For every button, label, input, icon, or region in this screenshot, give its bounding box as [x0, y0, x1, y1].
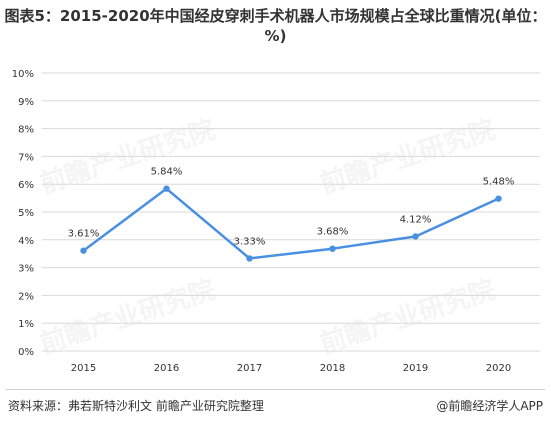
source-note: 资料来源：弗若斯特沙利文 前瞻产业研究院整理 — [8, 399, 264, 413]
x-tick-label: 2016 — [154, 363, 179, 374]
data-labels: 3.61% 5.84% 3.33% 3.68% 4.12% 5.48% — [68, 167, 515, 248]
x-tick-label: 2017 — [237, 363, 262, 374]
watermark-text: 前瞻产业研究院 — [36, 274, 219, 360]
chart-title: 图表5：2015-2020年中国经皮穿刺手术机器人市场规模占全球比重情况(单位：… — [4, 7, 547, 45]
data-point — [163, 185, 170, 192]
y-tick-label: 6% — [18, 180, 34, 191]
y-tick-label: 0% — [18, 347, 34, 358]
data-label: 3.61% — [68, 229, 100, 240]
y-tick-label: 7% — [18, 152, 34, 163]
x-tick-label: 2015 — [71, 363, 96, 374]
data-point — [246, 255, 253, 262]
x-axis: 2015 2016 2017 2018 2019 2020 — [71, 363, 511, 374]
watermark-text: 前瞻产业研究院 — [316, 114, 499, 200]
footer-divider — [6, 389, 545, 390]
y-tick-label: 5% — [18, 208, 34, 219]
data-point — [329, 245, 336, 252]
data-label: 4.12% — [400, 214, 432, 225]
y-tick-label: 3% — [18, 264, 34, 275]
data-label: 3.68% — [317, 227, 349, 238]
watermark-text: 前瞻产业研究院 — [316, 274, 499, 360]
y-tick-label: 1% — [18, 319, 34, 330]
data-point — [412, 233, 419, 240]
series-line — [82, 187, 500, 260]
y-tick-label: 10% — [12, 69, 34, 80]
series-layer — [80, 185, 502, 262]
brand-credit: @前瞻经济学人APP — [436, 399, 543, 413]
y-axis: 0% 1% 2% 3% 4% 5% 6% 7% 8% 9% 10% — [12, 69, 34, 358]
data-label: 5.84% — [151, 167, 183, 178]
x-tick-label: 2019 — [403, 363, 428, 374]
y-tick-label: 4% — [18, 236, 34, 247]
gridlines — [42, 72, 540, 352]
chart-area: 前瞻产业研究院 前瞻产业研究院 前瞻产业研究院 前瞻产业研究院 0% 1% 2% 3% 4% 5… — [0, 55, 551, 385]
watermark-text: 前瞻产业研究院 — [36, 114, 219, 200]
y-tick-label: 8% — [18, 125, 34, 136]
data-point — [495, 195, 502, 202]
data-label: 5.48% — [483, 177, 515, 188]
x-tick-label: 2020 — [486, 363, 511, 374]
x-tick-label: 2018 — [320, 363, 345, 374]
y-tick-label: 9% — [18, 97, 34, 108]
data-point — [80, 247, 87, 254]
data-label: 3.33% — [234, 236, 266, 247]
y-tick-label: 2% — [18, 291, 34, 302]
